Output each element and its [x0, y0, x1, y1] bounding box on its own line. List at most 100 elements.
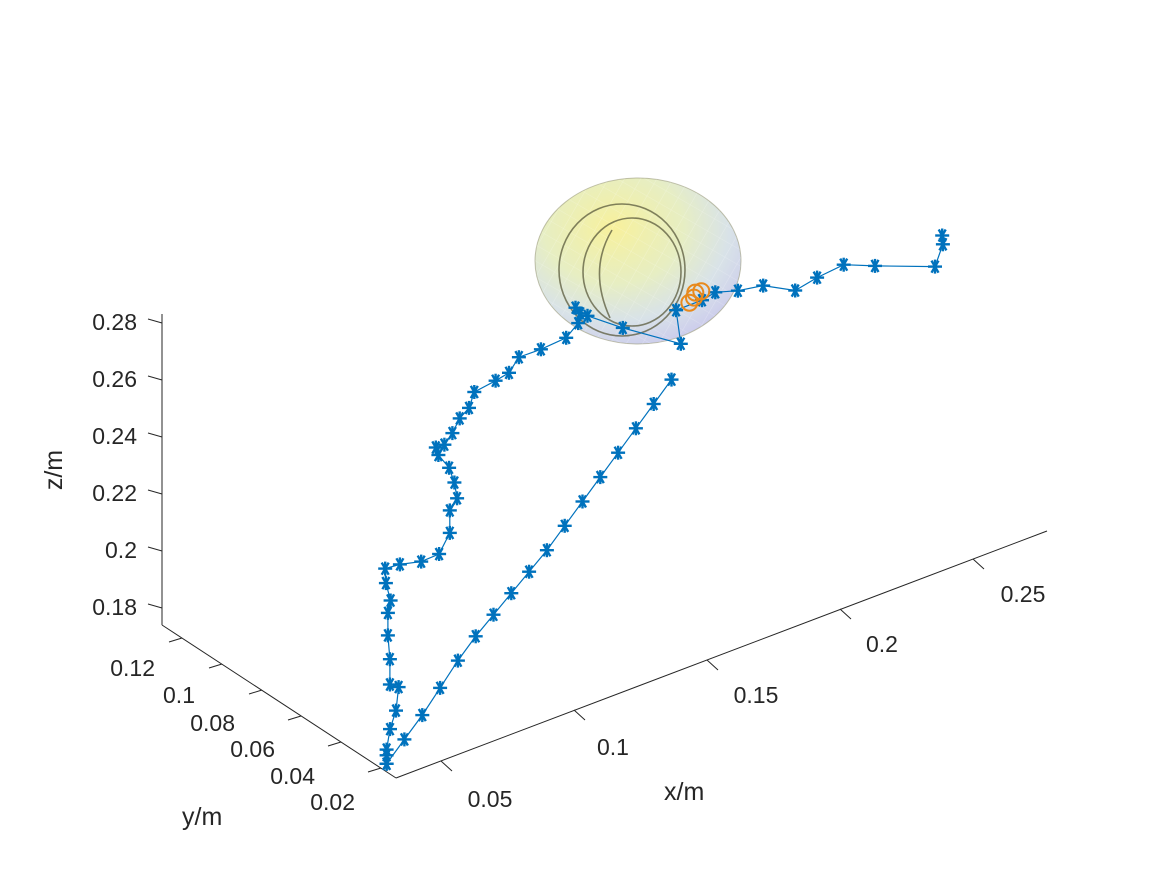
trajectory-point	[383, 722, 397, 737]
trajectory-point	[810, 270, 825, 285]
trajectory-point	[533, 342, 548, 357]
trajectory-point	[382, 677, 397, 692]
trajectory-point	[559, 330, 574, 345]
z-tick-label: 0.22	[92, 480, 137, 506]
trajectory-point	[414, 554, 429, 569]
trajectory-return-point	[486, 607, 501, 622]
trajectory-return-point	[575, 494, 590, 509]
trajectory-point	[391, 680, 406, 695]
trajectory-markers	[378, 228, 950, 771]
z-tick-mark	[147, 546, 163, 552]
trajectory-return-point	[415, 708, 430, 723]
ellipsoid-middle	[558, 203, 686, 337]
y-tick-mark	[327, 741, 342, 747]
trajectory-point	[432, 547, 447, 561]
trajectory-point	[868, 258, 882, 273]
trajectory-return-point	[628, 421, 643, 436]
trajectory-point	[442, 460, 457, 475]
x-tick-mark	[706, 659, 719, 671]
trajectory-point	[511, 350, 526, 365]
trajectory-point	[450, 491, 465, 506]
y-axis-line	[161, 624, 397, 779]
trajectory-point	[673, 336, 688, 351]
circle-point	[685, 288, 703, 307]
trajectory-point	[935, 228, 950, 243]
axes	[161, 314, 1048, 779]
x-tick-label: 0.25	[1001, 581, 1046, 607]
x-tick-label: 0.15	[734, 682, 779, 708]
trajectory-point	[382, 652, 397, 667]
trajectory-point	[580, 308, 595, 323]
y-tick-mark	[208, 663, 223, 669]
trajectory-point	[447, 475, 462, 490]
trajectory-return-point	[522, 564, 537, 579]
trajectory-point	[462, 400, 476, 415]
trajectory-return-point	[611, 445, 626, 460]
z-tick-label: 0.26	[92, 366, 137, 392]
trajectory-point	[378, 576, 393, 591]
trajectory-point	[445, 426, 460, 441]
x-tick-label: 0.1	[597, 734, 629, 760]
x-tick-mark	[573, 709, 586, 721]
y-tick-label: 0.1	[163, 682, 195, 708]
y-tick-label: 0.06	[230, 736, 275, 762]
trajectory-point	[380, 605, 395, 620]
trajectory-point	[836, 257, 851, 272]
z-tick-mark	[147, 375, 163, 381]
trajectory-point	[788, 283, 803, 298]
trajectory-return-point	[593, 470, 608, 485]
trajectory-point	[378, 561, 393, 576]
trajectory-return-point	[646, 397, 661, 411]
z-tick-label: 0.24	[92, 423, 137, 449]
z-tick-mark	[147, 432, 163, 438]
trajectory-point	[928, 259, 942, 274]
x-axis-label: x/m	[664, 778, 704, 806]
x-tick-mark	[972, 558, 985, 570]
ellipsoid-inner-rim	[598, 229, 613, 319]
trajectory-return-point	[664, 372, 679, 387]
x-axis-line	[395, 530, 1048, 779]
y-axis-label: y/m	[182, 803, 222, 831]
trajectory-point	[428, 440, 443, 455]
ellipsoid-inner	[582, 217, 682, 327]
y-tick-mark	[168, 637, 183, 643]
trajectory-point	[392, 557, 407, 572]
trajectory-point	[708, 285, 723, 300]
trajectory-point	[389, 703, 403, 718]
trajectory-point	[452, 411, 467, 426]
trajectory-return-point	[397, 732, 412, 747]
z-axis-label: z/m	[40, 450, 68, 490]
trajectory-point	[437, 437, 452, 452]
x-tick-label: 0.05	[468, 786, 513, 812]
x-tick-mark	[839, 608, 852, 620]
z-ticks: 0.18 0.2 0.22 0.24 0.26 0.28	[92, 309, 163, 620]
z-tick-mark	[147, 318, 163, 324]
trajectory-point	[730, 283, 745, 298]
trajectory-return-point	[539, 543, 554, 558]
y-tick-label: 0.12	[110, 655, 155, 681]
x-tick-mark	[440, 760, 453, 772]
trajectory-point	[442, 503, 457, 518]
z-tick-label: 0.2	[105, 537, 137, 563]
y-tick-label: 0.08	[190, 710, 235, 736]
z-tick-label: 0.28	[92, 309, 137, 335]
trajectory-return-point	[468, 629, 483, 644]
trajectory-point	[380, 628, 395, 643]
y-tick-mark	[367, 767, 382, 773]
y-tick-label: 0.02	[310, 789, 355, 815]
trajectory-return-point	[504, 586, 519, 601]
z-tick-label: 0.18	[92, 594, 137, 620]
z-tick-mark	[147, 603, 163, 609]
trajectory-return-point	[557, 518, 572, 533]
ellipsoid-mesh	[535, 178, 741, 344]
y-tick-label: 0.04	[270, 763, 315, 789]
z-tick-mark	[147, 489, 163, 495]
x-tick-label: 0.2	[866, 631, 898, 657]
trajectory-point	[669, 303, 684, 318]
circle-point	[680, 293, 699, 312]
x-ticks: 0.05 0.1 0.15 0.2 0.25	[440, 558, 1046, 812]
trajectory-point	[379, 742, 394, 757]
trajectory-return-point	[433, 680, 448, 695]
trajectory-return-point	[379, 756, 394, 771]
